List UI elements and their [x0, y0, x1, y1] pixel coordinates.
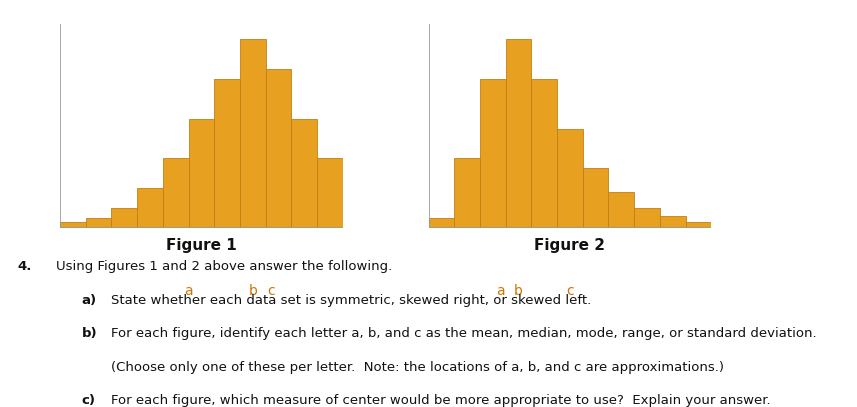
- Bar: [86, 218, 111, 228]
- Text: b: b: [249, 284, 257, 298]
- Text: a: a: [496, 284, 505, 298]
- Text: (Choose only one of these per letter.  Note: the locations of a, b, and c are ap: (Choose only one of these per letter. No…: [111, 361, 724, 374]
- Bar: [317, 158, 343, 228]
- Bar: [686, 222, 711, 228]
- Bar: [480, 79, 506, 228]
- Text: 4.: 4.: [17, 260, 32, 274]
- Bar: [608, 192, 634, 228]
- Bar: [240, 39, 266, 228]
- Bar: [60, 222, 86, 228]
- Text: b): b): [81, 327, 97, 340]
- Bar: [531, 79, 557, 228]
- Text: For each figure, which measure of center would be more appropriate to use?  Expl: For each figure, which measure of center…: [111, 394, 771, 407]
- Text: Using Figures 1 and 2 above answer the following.: Using Figures 1 and 2 above answer the f…: [56, 260, 392, 274]
- Bar: [634, 208, 660, 228]
- Text: State whether each data set is symmetric, skewed right, or skewed left.: State whether each data set is symmetric…: [111, 294, 591, 307]
- Text: b: b: [514, 284, 523, 298]
- Bar: [557, 129, 583, 228]
- Bar: [163, 158, 189, 228]
- Bar: [189, 119, 214, 228]
- Bar: [583, 168, 608, 228]
- Bar: [266, 69, 291, 228]
- Text: c: c: [267, 284, 274, 298]
- Bar: [214, 79, 240, 228]
- Text: c): c): [81, 394, 95, 407]
- Text: a: a: [184, 284, 193, 298]
- Bar: [454, 158, 480, 228]
- Bar: [111, 208, 137, 228]
- Text: For each figure, identify each letter a, b, and c as the mean, median, mode, ran: For each figure, identify each letter a,…: [111, 327, 817, 340]
- Bar: [137, 188, 163, 228]
- Text: Figure 2: Figure 2: [535, 238, 605, 253]
- Text: a): a): [81, 294, 97, 307]
- Bar: [660, 216, 686, 228]
- Text: Figure 1: Figure 1: [166, 238, 237, 253]
- Bar: [428, 218, 454, 228]
- Bar: [506, 39, 531, 228]
- Bar: [291, 119, 317, 228]
- Text: c: c: [566, 284, 573, 298]
